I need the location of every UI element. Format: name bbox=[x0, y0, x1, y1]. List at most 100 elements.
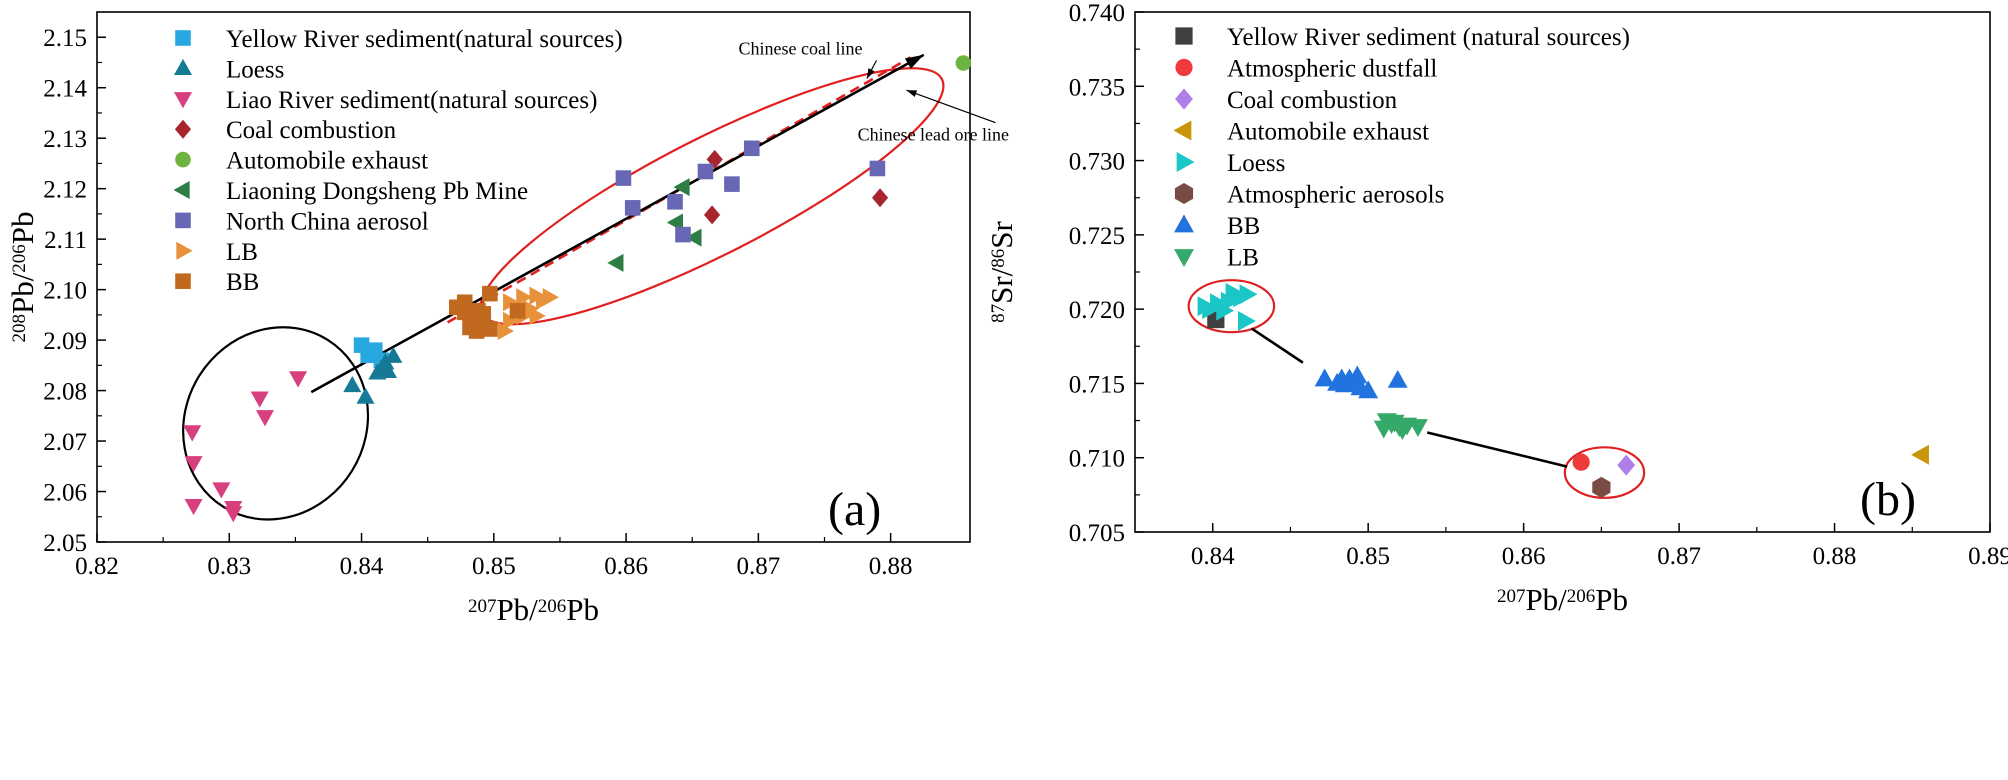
red-ellipse bbox=[1187, 279, 1276, 334]
data-point bbox=[1384, 414, 1405, 433]
data-point bbox=[466, 316, 482, 332]
legend-marker bbox=[176, 241, 193, 260]
x-tick-label: 0.83 bbox=[207, 553, 251, 580]
panel-label: (b) bbox=[1860, 473, 1916, 526]
legend-marker bbox=[173, 58, 193, 76]
panel-label: (a) bbox=[828, 483, 881, 536]
legend-label: Automobile exhaust bbox=[226, 148, 428, 175]
y-tick-label: 0.730 bbox=[1069, 149, 1125, 176]
y-tick-label: 2.15 bbox=[43, 25, 87, 52]
legend-marker bbox=[1174, 214, 1194, 233]
series-bb bbox=[1314, 365, 1408, 399]
x-tick-label: 0.85 bbox=[1346, 543, 1390, 570]
x-tick-label: 0.88 bbox=[869, 553, 913, 580]
y-tick-label: 2.09 bbox=[43, 328, 87, 355]
legend-label: BB bbox=[226, 269, 259, 296]
plot-frame bbox=[96, 11, 971, 543]
axis-title-text: Pb bbox=[566, 592, 599, 627]
data-point bbox=[184, 456, 203, 473]
annotation-label: Chinese lead ore line bbox=[858, 125, 1009, 145]
data-point bbox=[869, 160, 886, 177]
data-point bbox=[624, 200, 641, 216]
legend-item: Atmospheric dustfall bbox=[1175, 56, 1437, 83]
legend-label: Yellow River sediment (natural sources) bbox=[1227, 24, 1630, 51]
data-point bbox=[384, 346, 403, 363]
x-tick-label: 0.84 bbox=[1191, 543, 1235, 570]
data-point bbox=[289, 371, 308, 388]
y-tick-label: 2.11 bbox=[44, 227, 87, 254]
chinese-lead-ore-line-line bbox=[310, 53, 925, 394]
axis-title-superscript: 87 bbox=[988, 304, 1009, 323]
data-point bbox=[675, 226, 691, 243]
data-point bbox=[509, 303, 526, 319]
legend-label: Automobile exhaust bbox=[1227, 119, 1429, 146]
axis-title-superscript: 207 bbox=[468, 596, 497, 617]
axis-title-text: Pb bbox=[5, 211, 40, 244]
y-tick-label: 0.735 bbox=[1069, 74, 1125, 101]
x-tick-label: 0.85 bbox=[472, 553, 516, 580]
data-point bbox=[697, 163, 714, 180]
data-point bbox=[1617, 454, 1636, 476]
data-point bbox=[1202, 299, 1221, 320]
legend-item: LB bbox=[1174, 245, 1259, 272]
legend-item: Automobile exhaust bbox=[1173, 119, 1429, 146]
legend-label: LB bbox=[1227, 245, 1259, 272]
legend-item: Automobile exhaust bbox=[175, 148, 428, 175]
legend-marker bbox=[174, 119, 192, 139]
axis-title-text: Sr/ bbox=[984, 267, 1019, 304]
data-point bbox=[871, 188, 889, 208]
legend-label: Atmospheric aerosols bbox=[1227, 182, 1444, 209]
y-tick-label: 2.13 bbox=[43, 126, 87, 153]
x-tick-label: 0.87 bbox=[736, 553, 780, 580]
series-lb bbox=[497, 286, 559, 341]
data-point bbox=[607, 253, 624, 272]
chart-panel-b: 0.84 0.85 0.86 0.87 0.88 0.89 0.705 0.710 0.715 0… bbox=[984, 0, 2008, 617]
series-liao-river-sediment-natural-sources bbox=[183, 371, 308, 523]
series-bb bbox=[448, 285, 526, 339]
y-tick-label: 2.10 bbox=[43, 278, 87, 305]
x-tick-label: 0.86 bbox=[604, 553, 648, 580]
data-point bbox=[667, 194, 683, 210]
x-tick-label: 0.84 bbox=[340, 553, 384, 580]
data-point bbox=[516, 288, 533, 307]
data-point bbox=[372, 359, 391, 376]
data-point bbox=[497, 321, 514, 341]
legend-label: Coal combustion bbox=[226, 117, 397, 144]
axis-title-superscript: 206 bbox=[538, 596, 567, 617]
x-tick-label: 0.86 bbox=[1502, 543, 1546, 570]
series-north-china-aerosol bbox=[615, 140, 886, 243]
legend-item: Yellow River sediment(natural sources) bbox=[175, 26, 623, 53]
y-tick-label: 0.740 bbox=[1069, 0, 1125, 27]
axis-title-text: Pb/ bbox=[496, 592, 538, 627]
legend-marker bbox=[173, 92, 193, 109]
y-tick-label: 2.07 bbox=[43, 429, 87, 456]
legend-marker bbox=[1173, 120, 1192, 141]
data-point bbox=[212, 482, 231, 499]
y-tick-label: 0.715 bbox=[1069, 371, 1125, 398]
annotation-label: Chinese coal line bbox=[739, 38, 863, 58]
legend-label: Liao River sediment(natural sources) bbox=[226, 87, 597, 114]
axis-title-text: Pb bbox=[1595, 582, 1628, 617]
data-point bbox=[955, 55, 972, 71]
data-point bbox=[1387, 369, 1408, 388]
legend-item: Liaoning Dongsheng Pb Mine bbox=[173, 178, 528, 205]
mixing-line-lower-line bbox=[1426, 431, 1568, 468]
y-tick-label: 0.720 bbox=[1069, 297, 1125, 324]
data-point bbox=[615, 170, 632, 186]
series-atmospheric-dustfall bbox=[1572, 453, 1590, 471]
legend-marker bbox=[1174, 249, 1194, 267]
legend-item: BB bbox=[1174, 213, 1260, 240]
legend-marker bbox=[175, 30, 191, 46]
y-tick-label: 2.08 bbox=[43, 379, 87, 406]
x-axis-title: 207Pb/206Pb bbox=[1497, 582, 1628, 617]
series-lb bbox=[1373, 413, 1428, 440]
legend-item: BB bbox=[175, 269, 259, 296]
data-point bbox=[703, 205, 721, 225]
mixing-line-upper-line bbox=[1250, 327, 1304, 364]
x-tick-label: 0.89 bbox=[1968, 543, 2008, 570]
axis-title-text: Sr bbox=[984, 220, 1019, 248]
series-automobile-exhaust bbox=[955, 55, 972, 71]
legend-item: Yellow River sediment (natural sources) bbox=[1175, 24, 1630, 51]
x-tick-label: 0.82 bbox=[75, 553, 119, 580]
red-ellipse bbox=[1563, 446, 1646, 499]
